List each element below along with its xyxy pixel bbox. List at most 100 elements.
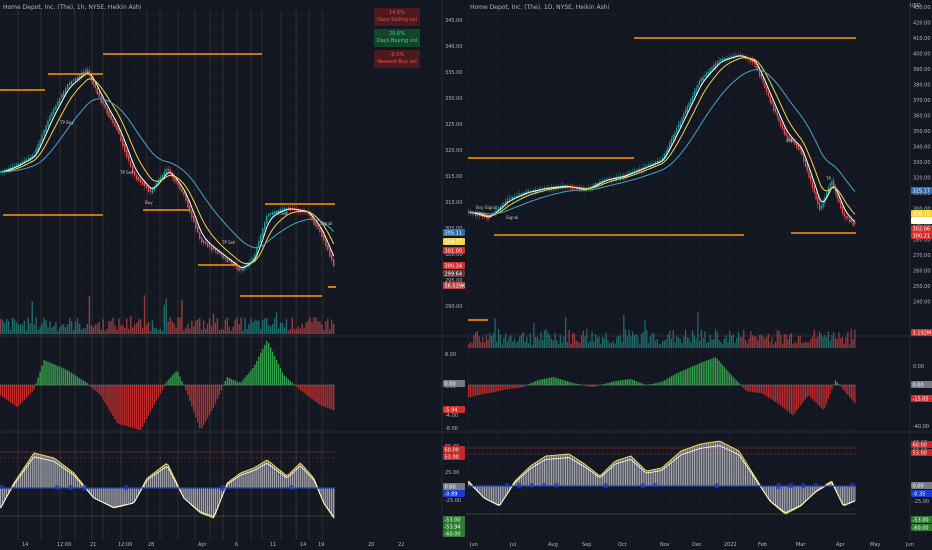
volume-bar: [594, 334, 597, 348]
ma-slow: [468, 68, 856, 215]
osc-bar: [801, 486, 803, 506]
macd-bar: [748, 385, 750, 392]
osc-bar: [37, 454, 39, 489]
candle: [656, 161, 658, 163]
volume-bar: [824, 335, 826, 348]
price-label: 308.75: [913, 212, 931, 218]
macd-bar: [718, 360, 720, 386]
volume-bar: [513, 338, 516, 348]
osc-bar: [589, 468, 591, 487]
osc-bar: [660, 468, 662, 487]
macd-bar: [854, 385, 856, 404]
osc-bar: [206, 488, 209, 516]
price-label: 304.37: [445, 240, 463, 246]
volume-bar: [145, 324, 148, 334]
osc-bar: [788, 486, 791, 513]
macd-bar: [709, 359, 711, 386]
macd-tick: -4.00: [445, 413, 458, 419]
volume-bar: [92, 327, 94, 334]
volume-bar: [238, 324, 240, 334]
macd-bar: [506, 385, 509, 390]
volume-bar: [603, 338, 606, 348]
osc-bar: [753, 475, 755, 487]
candle: [651, 163, 653, 166]
candle: [199, 232, 201, 239]
candle: [713, 65, 715, 69]
candle: [508, 198, 510, 200]
macd-bar: [124, 385, 126, 426]
candle: [836, 190, 838, 199]
price-tick: 340.00: [445, 44, 463, 50]
osc-bar: [153, 472, 156, 489]
candle: [833, 180, 835, 187]
candle: [59, 98, 61, 104]
candle: [720, 59, 722, 61]
osc-bar: [552, 455, 554, 487]
osc-bar: [586, 465, 588, 487]
macd-bar: [1, 385, 4, 397]
price-tick: 400.00: [913, 52, 931, 58]
macd-bar: [202, 385, 205, 425]
osc-bar: [333, 488, 335, 519]
candle: [208, 244, 211, 248]
macd-bar: [287, 379, 290, 386]
signal-label: TP Sell: [274, 211, 288, 216]
volume-bar: [173, 323, 175, 334]
candle: [98, 91, 100, 97]
volume-bar: [269, 325, 272, 334]
volume-bar: [141, 327, 144, 334]
candle: [686, 106, 688, 113]
osc-bar: [610, 464, 613, 487]
candle: [195, 221, 197, 229]
candle: [529, 190, 531, 193]
candle: [476, 213, 479, 216]
macd-bar: [476, 385, 479, 396]
macd-bar: [630, 379, 632, 386]
macd-bar: [199, 385, 201, 429]
volume-bar: [471, 343, 473, 348]
osc-bar: [804, 486, 807, 502]
macd-bar: [31, 385, 33, 393]
osc-bar: [497, 486, 500, 506]
osc-bar: [575, 458, 577, 487]
volume-bar: [169, 317, 171, 334]
osc-bar: [751, 472, 754, 487]
price-label-bg: [443, 262, 465, 269]
osc-bar: [47, 456, 49, 489]
candle: [760, 74, 762, 79]
price-tick: 350.00: [913, 129, 931, 135]
volume-bar: [31, 301, 33, 334]
macd-bar: [165, 382, 167, 386]
candle: [709, 69, 711, 73]
volume-bar: [27, 317, 29, 334]
volume-bar: [74, 321, 77, 334]
volume-bar: [520, 334, 523, 348]
macd-bar: [167, 379, 169, 386]
volume-bar: [128, 329, 130, 334]
macd-bar: [153, 385, 156, 405]
osc-bar: [480, 486, 482, 495]
volume-bar: [723, 338, 725, 348]
macd-bar: [799, 385, 801, 407]
volume-bar: [610, 342, 613, 348]
macd-tick: 0.00: [913, 364, 924, 370]
volume-bar: [476, 331, 479, 348]
candle: [804, 159, 807, 167]
osc-bar: [291, 470, 294, 489]
osc-bar: [526, 469, 528, 487]
volume-bar: [811, 336, 814, 348]
volume-bar: [598, 336, 600, 348]
price-label-bg: [911, 210, 932, 217]
macd-bar: [321, 385, 323, 406]
osc-bar: [508, 486, 510, 491]
right-chart-canvas[interactable]: Buy SignalSignalSellTP430.00420.00410.00…: [466, 0, 932, 550]
osc-bar: [49, 456, 51, 489]
macd-bar: [533, 381, 535, 386]
osc-bar: [506, 486, 509, 494]
osc-label-bg: [911, 449, 932, 456]
osc-bar: [829, 481, 831, 487]
volume-bar: [684, 329, 687, 348]
macd-bar: [697, 364, 699, 386]
volume-bar: [147, 321, 150, 334]
